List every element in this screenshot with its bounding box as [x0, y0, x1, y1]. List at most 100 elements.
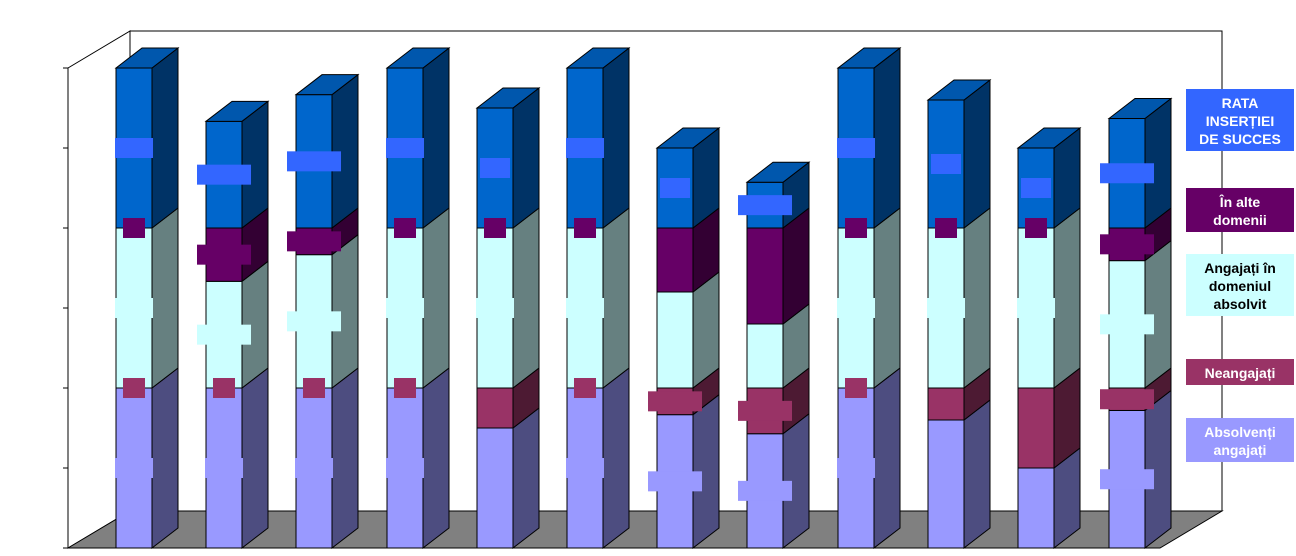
data-label-bg — [738, 195, 792, 216]
bar-side-segment — [873, 206, 901, 390]
legend-label: absolvit — [1214, 296, 1267, 312]
bar-top-face — [114, 47, 180, 69]
bar-side-segment — [241, 366, 269, 550]
bar-side-segment — [151, 366, 179, 550]
bar-top-face — [204, 100, 270, 122]
bar-side-segment — [963, 78, 991, 230]
bar-side-segment — [512, 206, 540, 390]
data-label-bg — [394, 218, 416, 238]
bar-top-face — [1016, 127, 1082, 149]
data-label-bg — [660, 250, 690, 270]
bar-side-segment — [422, 206, 450, 390]
data-label-bg — [1100, 314, 1154, 335]
data-label-bg — [660, 178, 690, 198]
bar-side-segment — [512, 406, 540, 550]
data-label-bg — [484, 218, 506, 238]
data-label-bg — [303, 378, 325, 398]
legend-swatch — [1186, 188, 1294, 232]
data-label-bg — [394, 378, 416, 398]
data-label-bg — [123, 378, 145, 398]
legend-label: Absolvenți — [1204, 424, 1276, 440]
legend-label: Angajați în — [1204, 260, 1276, 276]
data-label-bg — [660, 330, 690, 350]
bar-top-face — [655, 127, 721, 149]
data-label-bg — [574, 218, 596, 238]
legend-label: INSERȚIEI — [1206, 113, 1274, 129]
bar-side-segment — [963, 206, 991, 390]
data-label-bg — [386, 298, 424, 318]
data-label-bg — [476, 298, 514, 318]
data-label-bg — [1100, 389, 1154, 410]
data-label-bg — [927, 298, 965, 318]
data-label-bg — [386, 138, 424, 158]
data-label-bg — [197, 244, 251, 265]
legend-label: Neangajați — [1205, 365, 1276, 381]
data-label-bg — [1025, 218, 1047, 238]
data-label-bg — [648, 391, 702, 412]
data-label-bg — [845, 218, 867, 238]
data-label-bg — [566, 138, 604, 158]
bar-top-face — [1107, 98, 1173, 120]
data-label-bg — [750, 266, 780, 286]
bar-top-face — [385, 47, 451, 69]
legend-swatch — [1186, 89, 1294, 151]
bar-top-face — [745, 161, 811, 183]
data-label-bg — [574, 378, 596, 398]
data-label-bg — [1017, 298, 1055, 318]
data-label-bg — [287, 151, 341, 172]
bar-top-face — [475, 87, 541, 109]
data-label-bg — [738, 400, 792, 421]
data-label-bg — [115, 138, 153, 158]
data-label-bg — [738, 480, 792, 501]
data-label-bg — [287, 311, 341, 332]
data-label-bg — [480, 398, 510, 418]
data-label-bg — [205, 458, 243, 478]
data-label-bg — [931, 474, 961, 494]
bar-top-face — [294, 74, 360, 96]
data-label-bg — [837, 298, 875, 318]
data-label-bg — [480, 478, 510, 498]
data-label-bg — [1021, 498, 1051, 518]
legend-label: angajați — [1214, 442, 1267, 458]
bar-side-segment — [602, 366, 630, 550]
legend-swatch — [1186, 359, 1294, 385]
bar-side-segment — [963, 398, 991, 550]
bar-top-face — [565, 47, 631, 69]
data-label-bg — [1100, 163, 1154, 184]
bar-side-segment — [602, 46, 630, 230]
bar-side-segment — [331, 366, 359, 550]
data-label-bg — [295, 458, 333, 478]
bar-top-face — [926, 79, 992, 101]
bar-side-segment — [602, 206, 630, 390]
bar-side-segment — [422, 366, 450, 550]
data-label-bg — [480, 158, 510, 178]
bar-side-segment — [151, 206, 179, 390]
bar-side-segment — [151, 46, 179, 230]
data-label-bg — [197, 324, 251, 345]
bar-top-face — [836, 47, 902, 69]
legend-swatch — [1186, 418, 1294, 462]
legend-label: DE SUCCES — [1199, 131, 1281, 147]
data-label-bg — [1021, 418, 1051, 438]
data-label-bg — [1021, 178, 1051, 198]
legend-label: domenii — [1213, 212, 1267, 228]
data-label-bg — [213, 378, 235, 398]
data-label-bg — [287, 231, 341, 252]
legend-swatch — [1186, 254, 1294, 316]
data-label-bg — [197, 164, 251, 185]
legend-label: RATA — [1222, 95, 1259, 111]
legend-label: domeniul — [1209, 278, 1271, 294]
data-label-bg — [648, 471, 702, 492]
data-label-bg — [123, 218, 145, 238]
data-label-bg — [386, 458, 424, 478]
data-label-bg — [750, 346, 780, 366]
data-label-bg — [837, 458, 875, 478]
data-label-bg — [566, 298, 604, 318]
bar-side-segment — [1053, 206, 1081, 390]
data-label-bg — [566, 458, 604, 478]
data-label-bg — [115, 298, 153, 318]
data-label-bg — [1100, 234, 1154, 255]
data-label-bg — [115, 458, 153, 478]
bar-side-segment — [512, 86, 540, 230]
